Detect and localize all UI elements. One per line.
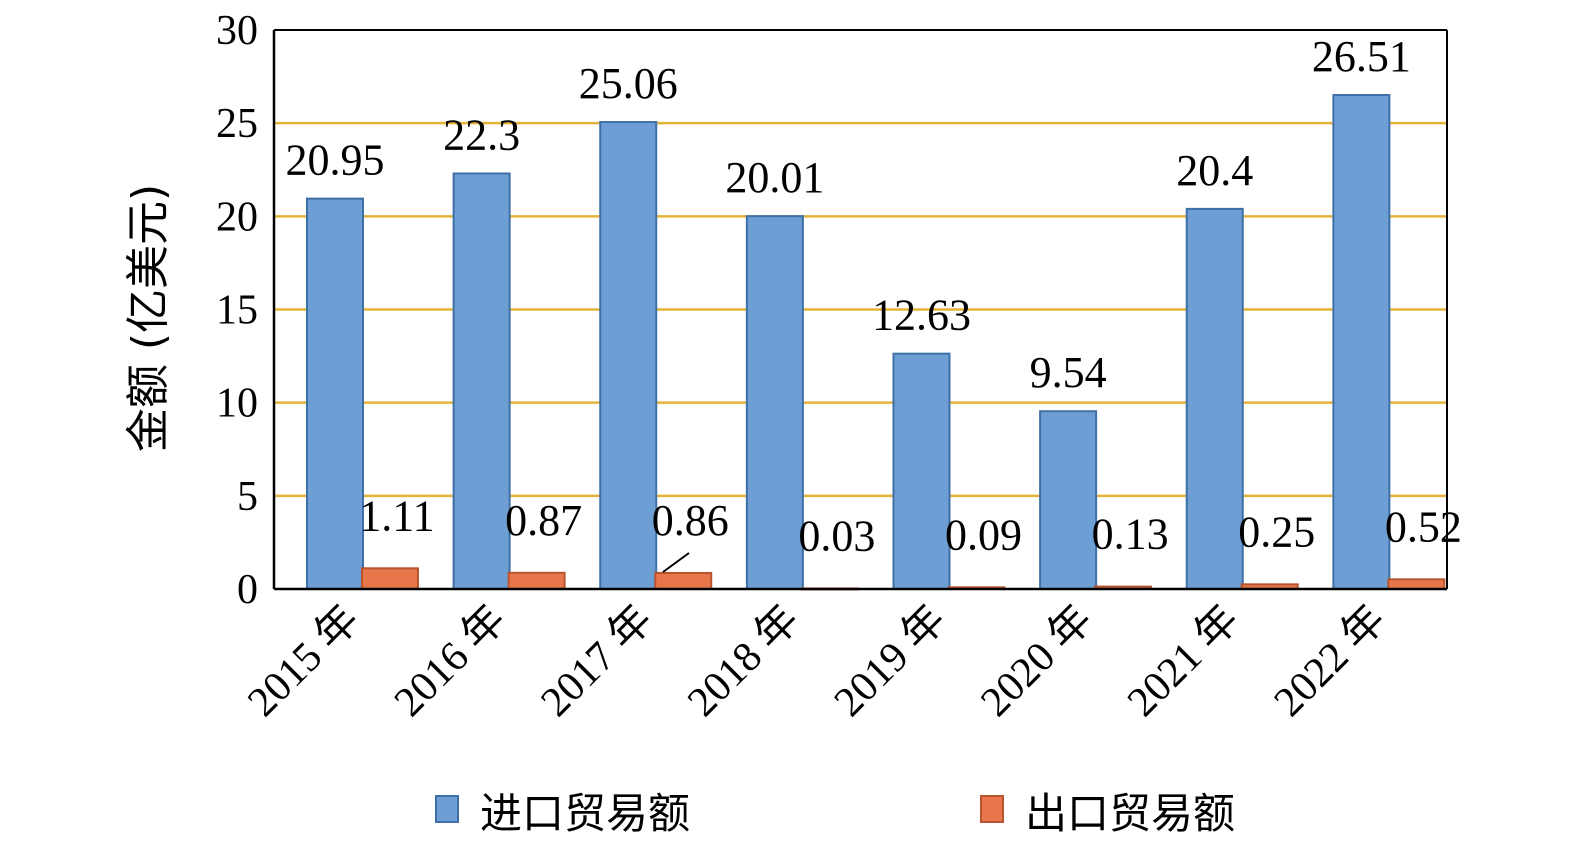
import-bar — [1332, 94, 1391, 590]
y-tick-label: 30 — [216, 8, 258, 54]
x-tick-label: 2016 年 — [385, 596, 515, 726]
import-bar — [305, 197, 364, 591]
import-value-label: 20.01 — [725, 153, 824, 202]
x-tick-label: 2022 年 — [1265, 596, 1395, 726]
x-tick-label: 2015 年 — [239, 596, 369, 726]
import-value-label: 20.4 — [1176, 146, 1253, 195]
export-bar — [360, 567, 419, 591]
export-value-label: 0.86 — [652, 496, 729, 545]
x-tick-label: 2019 年 — [825, 596, 955, 726]
export-value-label: 0.13 — [1092, 510, 1169, 559]
import-bar — [892, 352, 951, 591]
import-value-label: 9.54 — [1030, 348, 1107, 397]
x-tick-label: 2021 年 — [1118, 596, 1248, 726]
data-labels: 20.95 22.3 25.06 20.01 12.63 9.54 20.4 26.51 1.1… — [285, 32, 1462, 573]
import-value-label: 26.51 — [1312, 32, 1411, 81]
export-bar — [507, 571, 566, 591]
import-value-label: 25.06 — [579, 59, 678, 108]
legend-label: 出口贸易额 — [1025, 789, 1235, 838]
export-value-label: 0.52 — [1385, 502, 1462, 551]
x-tick-label: 2018 年 — [678, 596, 808, 726]
label-leader-line — [662, 552, 690, 573]
bars — [305, 94, 1446, 591]
axes — [272, 29, 1448, 591]
y-axis-label: 金额 (亿美元) — [123, 184, 174, 452]
import-value-label: 20.95 — [285, 136, 384, 185]
import-value-label: 12.63 — [872, 291, 971, 340]
export-bar — [654, 571, 713, 591]
export-value-label: 1.11 — [359, 491, 434, 540]
gridlines — [274, 121, 1447, 498]
y-tick-label: 20 — [216, 194, 258, 240]
legend-label: 进口贸易额 — [480, 789, 690, 838]
import-bar — [1039, 410, 1098, 590]
import-bar — [1185, 207, 1244, 590]
y-tick-label: 15 — [216, 288, 258, 334]
export-value-label: 0.87 — [505, 496, 582, 545]
import-bar — [452, 172, 511, 591]
legend-swatch — [980, 795, 1004, 823]
legend-swatch — [435, 795, 459, 823]
export-value-label: 0.09 — [945, 510, 1022, 559]
legend: 进口贸易额 出口贸易额 — [435, 789, 1235, 838]
import-bar — [745, 215, 804, 590]
x-tick-label: 2020 年 — [972, 596, 1102, 726]
import-value-label: 22.3 — [443, 110, 520, 159]
y-tick-label: 25 — [216, 101, 258, 147]
y-tick-label: 5 — [237, 474, 258, 520]
y-tick-label: 0 — [237, 567, 258, 613]
x-tick-label: 2017 年 — [532, 596, 662, 726]
y-tick-label: 10 — [216, 381, 258, 427]
export-value-label: 0.25 — [1238, 507, 1315, 556]
export-value-label: 0.03 — [798, 511, 875, 560]
import-bar — [599, 121, 658, 590]
export-bar — [1387, 578, 1446, 591]
